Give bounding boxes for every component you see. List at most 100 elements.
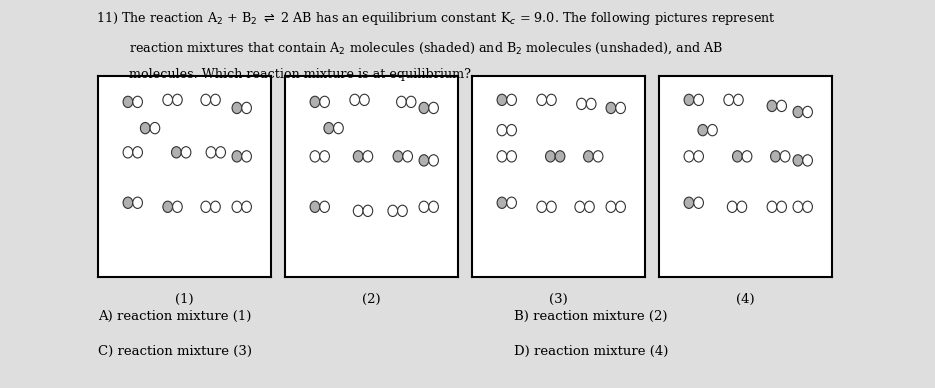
Circle shape	[388, 205, 397, 217]
Circle shape	[242, 201, 252, 213]
Circle shape	[171, 147, 181, 158]
Circle shape	[593, 151, 603, 162]
Circle shape	[547, 94, 556, 106]
Text: (4): (4)	[737, 293, 755, 306]
Circle shape	[507, 151, 516, 162]
Circle shape	[507, 125, 516, 136]
Circle shape	[684, 197, 694, 208]
Circle shape	[353, 151, 363, 162]
Circle shape	[206, 147, 216, 158]
Circle shape	[320, 201, 329, 213]
Circle shape	[694, 197, 703, 208]
Circle shape	[210, 94, 221, 106]
Text: (3): (3)	[549, 293, 568, 306]
Text: B) reaction mixture (2): B) reaction mixture (2)	[514, 310, 668, 324]
Circle shape	[684, 151, 694, 162]
Circle shape	[793, 106, 803, 118]
Text: C) reaction mixture (3): C) reaction mixture (3)	[98, 345, 252, 359]
Circle shape	[694, 94, 703, 106]
Circle shape	[232, 102, 242, 114]
Circle shape	[537, 201, 547, 213]
Circle shape	[584, 201, 595, 213]
Circle shape	[507, 94, 516, 106]
Circle shape	[242, 151, 252, 162]
Circle shape	[232, 201, 242, 213]
Circle shape	[403, 151, 412, 162]
Circle shape	[606, 201, 616, 213]
Circle shape	[429, 201, 439, 213]
Circle shape	[163, 94, 173, 106]
Text: (1): (1)	[176, 293, 194, 306]
Text: 11) The reaction A$_2$ + B$_2$ $\rightleftharpoons$ 2 AB has an equilibrium cons: 11) The reaction A$_2$ + B$_2$ $\rightle…	[96, 10, 776, 27]
Circle shape	[173, 94, 182, 106]
Circle shape	[698, 125, 708, 136]
Circle shape	[803, 106, 813, 118]
Circle shape	[545, 151, 555, 162]
Circle shape	[616, 201, 626, 213]
Circle shape	[216, 147, 225, 158]
Circle shape	[397, 205, 408, 217]
Circle shape	[419, 155, 429, 166]
Circle shape	[363, 205, 373, 217]
Circle shape	[324, 123, 334, 134]
Circle shape	[123, 147, 133, 158]
Circle shape	[133, 197, 142, 208]
Text: (2): (2)	[363, 293, 381, 306]
Circle shape	[393, 151, 403, 162]
Circle shape	[586, 98, 596, 109]
Circle shape	[777, 100, 786, 112]
Circle shape	[201, 94, 210, 106]
Circle shape	[310, 96, 320, 107]
Circle shape	[497, 125, 507, 136]
Circle shape	[742, 151, 752, 162]
Circle shape	[123, 96, 133, 107]
Circle shape	[201, 201, 210, 213]
Circle shape	[770, 151, 780, 162]
Circle shape	[429, 102, 439, 114]
Circle shape	[242, 102, 252, 114]
Circle shape	[777, 201, 786, 213]
Circle shape	[737, 201, 747, 213]
Circle shape	[803, 201, 813, 213]
Text: A) reaction mixture (1): A) reaction mixture (1)	[98, 310, 252, 324]
Circle shape	[547, 201, 556, 213]
Circle shape	[419, 201, 429, 213]
Circle shape	[577, 98, 586, 109]
Circle shape	[396, 96, 406, 107]
Circle shape	[133, 96, 142, 107]
Circle shape	[694, 151, 703, 162]
Circle shape	[575, 201, 584, 213]
Text: molecules. Which reaction mixture is at equilibrium?: molecules. Which reaction mixture is at …	[129, 68, 471, 81]
Circle shape	[310, 201, 320, 213]
Circle shape	[497, 197, 507, 208]
Circle shape	[732, 151, 742, 162]
Circle shape	[507, 197, 516, 208]
Circle shape	[320, 151, 329, 162]
Circle shape	[123, 197, 133, 208]
Circle shape	[353, 205, 363, 217]
Circle shape	[793, 201, 803, 213]
Circle shape	[140, 123, 150, 134]
Circle shape	[210, 201, 221, 213]
Circle shape	[163, 201, 173, 213]
Circle shape	[360, 94, 369, 106]
Circle shape	[684, 94, 694, 106]
Circle shape	[708, 125, 717, 136]
Circle shape	[363, 151, 373, 162]
Circle shape	[497, 151, 507, 162]
Circle shape	[767, 100, 777, 112]
Circle shape	[803, 155, 813, 166]
Circle shape	[724, 94, 734, 106]
Text: reaction mixtures that contain A$_2$ molecules (shaded) and B$_2$ molecules (uns: reaction mixtures that contain A$_2$ mol…	[129, 41, 724, 56]
Circle shape	[150, 123, 160, 134]
Circle shape	[616, 102, 626, 114]
Circle shape	[583, 151, 593, 162]
Circle shape	[767, 201, 777, 213]
Circle shape	[555, 151, 565, 162]
Circle shape	[350, 94, 360, 106]
Circle shape	[406, 96, 416, 107]
Circle shape	[232, 151, 242, 162]
Circle shape	[320, 96, 329, 107]
Circle shape	[734, 94, 743, 106]
Text: D) reaction mixture (4): D) reaction mixture (4)	[514, 345, 669, 359]
